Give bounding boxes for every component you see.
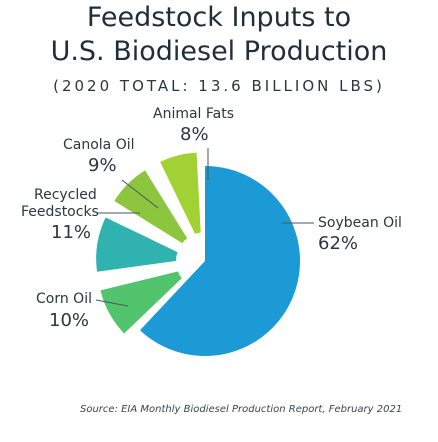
label-soybean-oil-name: Soybean Oil — [318, 215, 402, 231]
label-recycled-name-line1: Recycled — [34, 187, 97, 203]
label-animal-fats-name: Animal Fats — [153, 106, 235, 122]
label-recycled-name-line2: Feedstocks — [21, 204, 99, 220]
label-corn-oil-pct: 10% — [49, 310, 90, 331]
label-animal-fats-pct: 8% — [180, 124, 209, 145]
chart-subtitle: (2020 TOTAL: 13.6 BILLION LBS) — [53, 77, 385, 95]
label-canola-oil-pct: 9% — [88, 155, 117, 176]
chart-title-line2: U.S. Biodiesel Production — [50, 36, 388, 67]
label-canola-oil-name: Canola Oil — [63, 137, 135, 153]
label-corn-oil-name: Corn Oil — [36, 291, 92, 307]
leader-line-corn-oil — [95, 299, 129, 307]
pie-slice-soybean-oil — [139, 166, 300, 357]
label-soybean-oil-pct: 62% — [318, 233, 359, 254]
label-recycled-pct: 11% — [51, 222, 92, 243]
source-note: Source: EIA Monthly Biodiesel Production… — [80, 404, 403, 415]
leader-line-canola-oil — [121, 179, 159, 209]
pie-slice-animal-fats — [160, 152, 201, 234]
pie-slice-recycled-feedstocks — [96, 217, 178, 272]
chart-title-line1: Feedstock Inputs to — [86, 2, 352, 33]
pie-slice-corn-oil — [100, 271, 182, 334]
